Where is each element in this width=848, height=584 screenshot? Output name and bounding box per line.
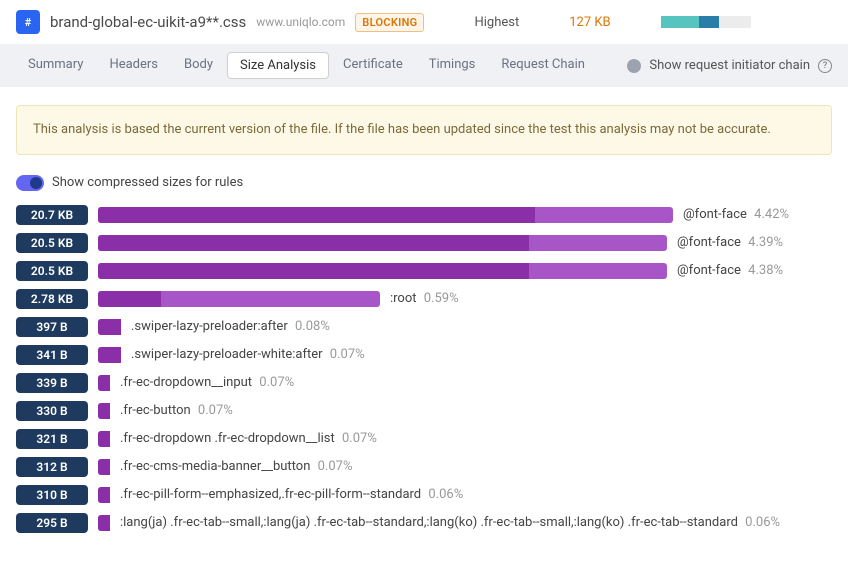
rule-row: 341 B .swiper-lazy-preloader-white:after … (16, 345, 832, 365)
initiator-chain-label: Show request initiator chain (649, 58, 810, 73)
file-name: brand-global-ec-uikit-a9**.css (50, 13, 246, 31)
tab-request-chain[interactable]: Request Chain (489, 52, 597, 79)
rule-selector-label: .swiper-lazy-preloader-white:after 0.07% (131, 347, 365, 362)
rule-selector-label: :root 0.59% (390, 291, 459, 306)
warning-banner: This analysis is based the current versi… (16, 105, 832, 155)
rule-selector-label: .fr-ec-dropdown__input 0.07% (120, 375, 294, 390)
rule-bar (98, 263, 667, 279)
rule-bar (98, 487, 110, 503)
tabs-row: SummaryHeadersBodySize AnalysisCertifica… (0, 44, 848, 87)
rule-bar (98, 403, 110, 419)
rule-size-badge: 312 B (16, 457, 88, 477)
rule-bar (98, 459, 110, 475)
rule-selector-label: @font-face 4.42% (683, 207, 789, 222)
rule-bar (98, 347, 121, 363)
compressed-sizes-label: Show compressed sizes for rules (52, 175, 243, 190)
rule-percentage: 0.06% (745, 515, 780, 530)
rule-percentage: 0.06% (428, 487, 463, 502)
rule-size-badge: 20.5 KB (16, 261, 88, 281)
initiator-chain-toggle[interactable]: Show request initiator chain ? (627, 58, 832, 73)
blocking-badge: BLOCKING (355, 13, 424, 32)
priority-label: Highest (474, 15, 519, 30)
rule-row: 321 B .fr-ec-dropdown .fr-ec-dropdown__li… (16, 429, 832, 449)
rule-bar (98, 319, 121, 335)
rule-row: 330 B .fr-ec-button 0.07% (16, 401, 832, 421)
rule-bar (98, 431, 110, 447)
rule-row: 295 B :lang(ja) .fr-ec-tab--small,:lang(j… (16, 513, 832, 533)
rule-bar (98, 375, 110, 391)
compressed-sizes-toggle-row: Show compressed sizes for rules (0, 171, 848, 205)
tab-certificate[interactable]: Certificate (331, 52, 415, 79)
rule-size-badge: 2.78 KB (16, 289, 88, 309)
rule-size-badge: 20.7 KB (16, 205, 88, 225)
rule-size-badge: 330 B (16, 401, 88, 421)
css-file-icon: # (16, 10, 40, 34)
rule-bar (98, 207, 673, 223)
file-domain: www.uniqlo.com (256, 15, 345, 29)
rule-row: 2.78 KB :root 0.59% (16, 289, 832, 309)
rule-row: 20.5 KB @font-face 4.38% (16, 261, 832, 281)
rule-percentage: 0.07% (342, 431, 377, 446)
compressed-sizes-toggle[interactable] (16, 175, 44, 191)
rule-selector-label: @font-face 4.38% (677, 263, 783, 278)
tab-headers[interactable]: Headers (97, 52, 170, 79)
tab-timings[interactable]: Timings (417, 52, 488, 79)
rule-size-badge: 341 B (16, 345, 88, 365)
rule-percentage: 0.59% (424, 291, 459, 306)
rule-row: 312 B .fr-ec-cms-media-banner__button 0.0… (16, 457, 832, 477)
rule-bar (98, 515, 110, 531)
rule-bar (98, 235, 667, 251)
rule-percentage: 4.42% (754, 207, 789, 222)
rule-size-badge: 397 B (16, 317, 88, 337)
tab-summary[interactable]: Summary (16, 52, 95, 79)
rule-row: 20.5 KB @font-face 4.39% (16, 233, 832, 253)
tab-body[interactable]: Body (172, 52, 225, 79)
rule-selector-label: .fr-ec-pill-form--emphasized,.fr-ec-pill… (120, 487, 463, 502)
rule-row: 339 B .fr-ec-dropdown__input 0.07% (16, 373, 832, 393)
rule-bar (98, 291, 380, 307)
rule-percentage: 0.07% (259, 375, 294, 390)
rule-percentage: 0.07% (318, 459, 353, 474)
rule-percentage: 0.08% (295, 319, 330, 334)
rule-selector-label: .fr-ec-cms-media-banner__button 0.07% (120, 459, 353, 474)
rule-size-badge: 310 B (16, 485, 88, 505)
rule-percentage: 4.38% (748, 263, 783, 278)
toggle-off-icon (627, 59, 641, 73)
tab-size-analysis[interactable]: Size Analysis (227, 52, 329, 79)
rule-percentage: 0.07% (330, 347, 365, 362)
rule-row: 310 B .fr-ec-pill-form--emphasized,.fr-ec… (16, 485, 832, 505)
help-icon[interactable]: ? (818, 59, 832, 73)
request-header: # brand-global-ec-uikit-a9**.css www.uni… (0, 0, 848, 44)
rule-percentage: 0.07% (198, 403, 233, 418)
rules-list: 20.7 KB @font-face 4.42% 20.5 KB @font-face… (0, 205, 848, 533)
rule-size-badge: 20.5 KB (16, 233, 88, 253)
rule-row: 20.7 KB @font-face 4.42% (16, 205, 832, 225)
rule-selector-label: @font-face 4.39% (677, 235, 783, 250)
rule-selector-label: .fr-ec-button 0.07% (120, 403, 233, 418)
timing-mini-bar (661, 16, 751, 28)
rule-selector-label: .fr-ec-dropdown .fr-ec-dropdown__list 0.… (120, 431, 377, 446)
rule-size-badge: 295 B (16, 513, 88, 533)
rule-selector-label: .swiper-lazy-preloader:after 0.08% (131, 319, 330, 334)
rule-size-badge: 321 B (16, 429, 88, 449)
rule-selector-label: :lang(ja) .fr-ec-tab--small,:lang(ja) .f… (120, 515, 780, 530)
rule-percentage: 4.39% (748, 235, 783, 250)
rule-size-badge: 339 B (16, 373, 88, 393)
file-size: 127 KB (569, 15, 610, 30)
rule-row: 397 B .swiper-lazy-preloader:after 0.08% (16, 317, 832, 337)
